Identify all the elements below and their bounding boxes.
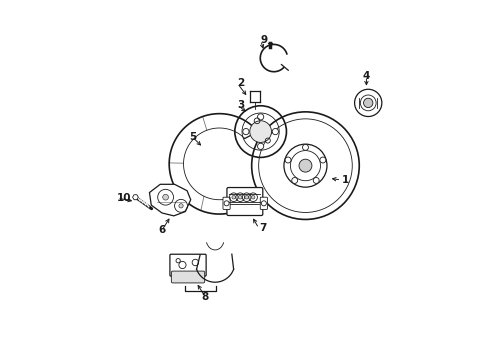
Circle shape (179, 204, 183, 208)
Text: 10: 10 (117, 193, 131, 203)
Circle shape (244, 195, 248, 199)
Polygon shape (132, 195, 138, 200)
Circle shape (298, 159, 311, 172)
Circle shape (238, 195, 242, 199)
Circle shape (251, 195, 254, 199)
FancyBboxPatch shape (226, 188, 262, 216)
Circle shape (313, 177, 319, 183)
Circle shape (285, 157, 290, 163)
Text: 9: 9 (260, 35, 267, 45)
Circle shape (257, 143, 263, 149)
Text: 7: 7 (258, 224, 265, 233)
FancyBboxPatch shape (171, 271, 204, 283)
Circle shape (243, 129, 248, 135)
Text: 6: 6 (158, 225, 165, 235)
Circle shape (272, 129, 278, 135)
Polygon shape (149, 184, 190, 216)
Circle shape (363, 98, 372, 108)
FancyBboxPatch shape (260, 197, 267, 210)
Circle shape (319, 157, 325, 163)
Circle shape (249, 121, 271, 143)
FancyBboxPatch shape (169, 254, 206, 276)
Circle shape (291, 177, 297, 183)
Text: 2: 2 (237, 78, 244, 88)
Text: 4: 4 (362, 71, 369, 81)
Text: 5: 5 (188, 132, 196, 142)
Text: 3: 3 (237, 100, 244, 110)
Circle shape (231, 195, 235, 199)
Text: 8: 8 (201, 292, 208, 302)
Text: 1: 1 (341, 175, 348, 185)
Circle shape (163, 194, 168, 200)
Circle shape (257, 114, 263, 120)
FancyBboxPatch shape (223, 197, 230, 210)
Circle shape (302, 144, 308, 150)
